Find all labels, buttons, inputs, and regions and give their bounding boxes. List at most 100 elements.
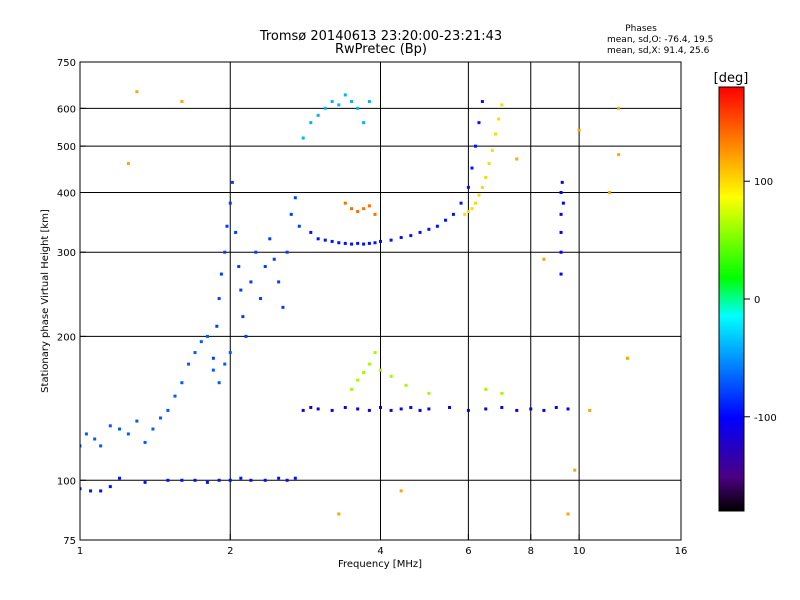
phases-title: Phases (625, 24, 657, 34)
data-point (301, 408, 305, 412)
data-point (330, 408, 334, 412)
data-point (205, 334, 209, 338)
data-point (497, 117, 501, 121)
data-point (542, 408, 546, 412)
data-point (607, 190, 611, 194)
data-point (477, 193, 481, 197)
data-point (362, 242, 366, 246)
data-point (560, 180, 564, 184)
y-tick-label: 75 (63, 536, 76, 547)
data-point (343, 241, 347, 245)
data-point (500, 103, 504, 107)
data-point (99, 444, 103, 448)
data-point (80, 444, 82, 448)
data-point (285, 250, 289, 254)
data-point (459, 201, 463, 205)
data-point (463, 212, 467, 216)
x-tick-label: 4 (377, 546, 383, 557)
data-point (559, 230, 563, 234)
data-point (223, 362, 227, 366)
data-point (399, 489, 403, 493)
data-point (272, 257, 276, 261)
data-point (199, 340, 203, 344)
data-point (566, 407, 570, 411)
data-point (135, 419, 139, 423)
data-point (309, 405, 313, 409)
data-point (301, 136, 305, 140)
data-point (108, 485, 112, 489)
data-point (166, 478, 170, 482)
data-point (367, 204, 371, 208)
data-point (180, 478, 184, 482)
data-point (356, 210, 360, 214)
data-point (435, 224, 439, 228)
y-tick-label: 600 (57, 104, 76, 115)
data-point (542, 257, 546, 261)
data-point (151, 427, 155, 431)
data-point (559, 212, 563, 216)
data-point (500, 405, 504, 409)
data-point (356, 378, 360, 382)
data-point (561, 201, 565, 205)
data-point (159, 416, 163, 420)
data-point (285, 478, 289, 482)
data-point (367, 241, 371, 245)
data-point (211, 356, 215, 360)
x-tick-label: 16 (675, 546, 688, 557)
x-tick-label: 2 (227, 546, 233, 557)
phases-x-stats: mean, sd,X: 91.4, 25.6 (607, 46, 710, 56)
data-point (373, 351, 377, 355)
data-point (379, 368, 382, 372)
data-point (484, 387, 488, 391)
data-point (225, 224, 229, 228)
data-point (350, 387, 354, 391)
data-point (241, 315, 245, 319)
x-axis: 1 2 4 6 8 10 16 (77, 534, 688, 557)
y-axis: 75 100 200 300 400 500 600 750 (57, 58, 86, 547)
data-point (487, 161, 491, 165)
data-point (93, 437, 97, 441)
data-point (480, 185, 484, 189)
data-point (316, 237, 320, 241)
data-point (470, 207, 474, 211)
x-axis-label: Frequency [MHz] (338, 559, 422, 570)
data-point (343, 405, 347, 409)
data-point (215, 324, 219, 328)
data-point (135, 90, 139, 94)
data-point (362, 207, 366, 211)
data-point (126, 161, 130, 165)
x-tick-label: 10 (573, 546, 586, 557)
data-point (473, 144, 477, 148)
data-point (389, 374, 393, 378)
data-point (99, 489, 103, 493)
data-point (427, 407, 431, 411)
grid-lines (80, 62, 681, 540)
data-point (80, 487, 82, 491)
data-point (281, 305, 285, 309)
data-point (263, 265, 267, 269)
data-point (418, 230, 422, 234)
data-point (494, 132, 498, 136)
data-point (205, 480, 209, 484)
data-point (617, 153, 621, 157)
data-point (237, 265, 241, 269)
data-point (143, 440, 147, 444)
data-point (143, 480, 147, 484)
data-point (477, 121, 481, 125)
data-point (409, 405, 413, 409)
data-point (577, 128, 581, 132)
colorbar-tick-label: 0 (754, 295, 760, 306)
data-point (484, 407, 488, 411)
data-point (350, 100, 354, 104)
data-point (268, 237, 272, 241)
data-point (337, 512, 341, 516)
data-point (108, 424, 112, 428)
data-point (362, 121, 366, 125)
chart-title: Tromsø 20140613 23:20:00-23:21:43 (259, 29, 502, 44)
data-point (350, 207, 354, 211)
data-point (427, 391, 431, 395)
y-tick-label: 300 (57, 248, 76, 259)
data-point (466, 408, 470, 412)
data-point (444, 218, 448, 222)
data-point (389, 238, 393, 242)
